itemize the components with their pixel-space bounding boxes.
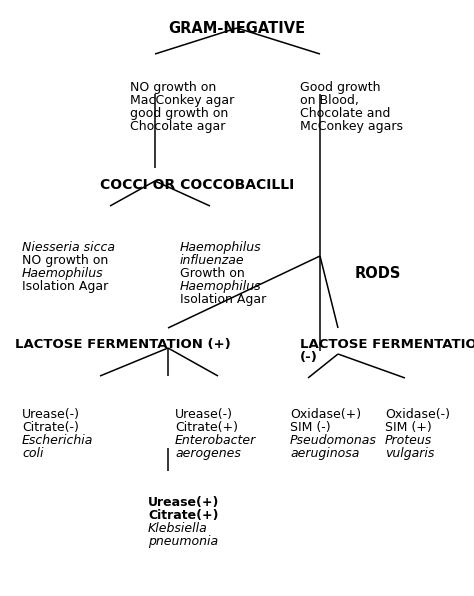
Text: coli: coli: [22, 447, 44, 460]
Text: Urease(+): Urease(+): [148, 496, 219, 509]
Text: on Blood,: on Blood,: [300, 94, 359, 107]
Text: NO growth on: NO growth on: [22, 254, 108, 267]
Text: vulgaris: vulgaris: [385, 447, 434, 460]
Text: Klebsiella: Klebsiella: [148, 522, 208, 535]
Text: Niesseria sicca: Niesseria sicca: [22, 241, 115, 254]
Text: Oxidase(-): Oxidase(-): [385, 408, 450, 421]
Text: MacConkey agar: MacConkey agar: [130, 94, 234, 107]
Text: Chocolate and: Chocolate and: [300, 107, 391, 120]
Text: pneumonia: pneumonia: [148, 535, 218, 548]
Text: Isolation Agar: Isolation Agar: [22, 280, 108, 293]
Text: RODS: RODS: [355, 266, 401, 281]
Text: Citrate(+): Citrate(+): [148, 509, 219, 522]
Text: aerogenes: aerogenes: [175, 447, 241, 460]
Text: good growth on: good growth on: [130, 107, 228, 120]
Text: McConkey agars: McConkey agars: [300, 120, 403, 133]
Text: influenzae: influenzae: [180, 254, 245, 267]
Text: Haemophilus: Haemophilus: [180, 241, 262, 254]
Text: (-): (-): [300, 351, 318, 364]
Text: LACTOSE FERMENTATION: LACTOSE FERMENTATION: [300, 338, 474, 351]
Text: Enterobacter: Enterobacter: [175, 434, 256, 447]
Text: Escherichia: Escherichia: [22, 434, 93, 447]
Text: Good growth: Good growth: [300, 81, 381, 94]
Text: Isolation Agar: Isolation Agar: [180, 293, 266, 306]
Text: Oxidase(+): Oxidase(+): [290, 408, 361, 421]
Text: GRAM-NEGATIVE: GRAM-NEGATIVE: [168, 21, 306, 36]
Text: Haemophilus: Haemophilus: [180, 280, 262, 293]
Text: Urease(-): Urease(-): [22, 408, 80, 421]
Text: LACTOSE FERMENTATION (+): LACTOSE FERMENTATION (+): [15, 338, 231, 351]
Text: Urease(-): Urease(-): [175, 408, 233, 421]
Text: SIM (+): SIM (+): [385, 421, 432, 434]
Text: Proteus: Proteus: [385, 434, 432, 447]
Text: COCCI OR COCCOBACILLI: COCCI OR COCCOBACILLI: [100, 178, 294, 192]
Text: Pseudomonas: Pseudomonas: [290, 434, 377, 447]
Text: aeruginosa: aeruginosa: [290, 447, 359, 460]
Text: Chocolate agar: Chocolate agar: [130, 120, 225, 133]
Text: SIM (-): SIM (-): [290, 421, 331, 434]
Text: Citrate(+): Citrate(+): [175, 421, 238, 434]
Text: Citrate(-): Citrate(-): [22, 421, 79, 434]
Text: NO growth on: NO growth on: [130, 81, 216, 94]
Text: Haemophilus: Haemophilus: [22, 267, 104, 280]
Text: Growth on: Growth on: [180, 267, 245, 280]
